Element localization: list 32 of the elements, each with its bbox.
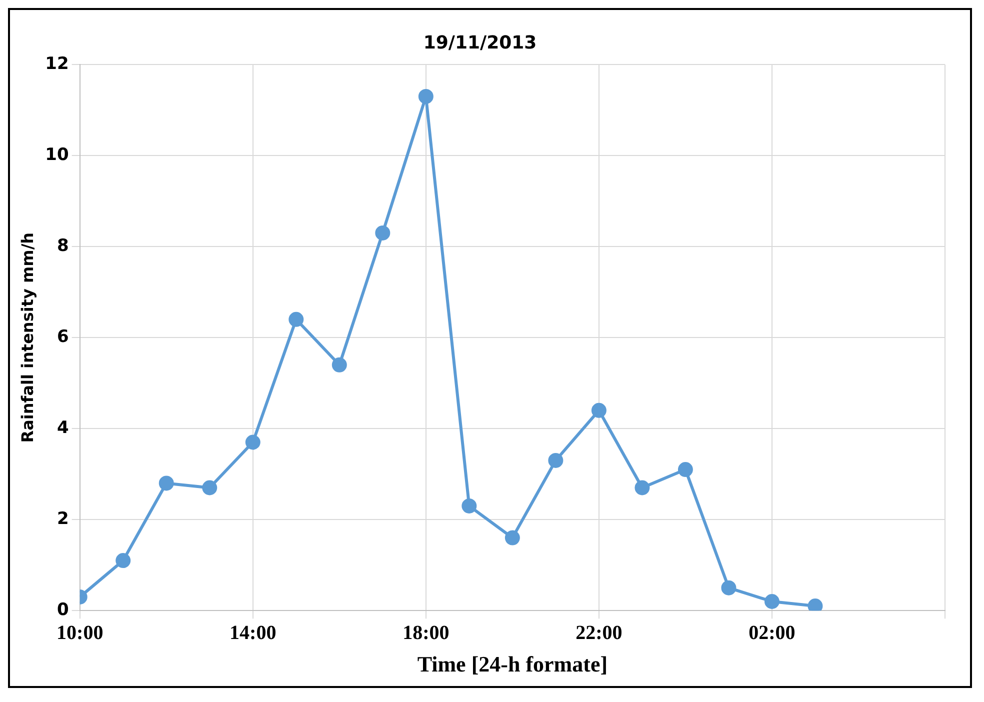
y-tick-label: 4 — [57, 418, 70, 438]
point — [332, 357, 347, 372]
x-tick-label: 18:00 — [402, 622, 450, 644]
point — [548, 452, 564, 468]
point — [202, 480, 218, 496]
point — [158, 476, 174, 491]
x-axis-title: Time [24-h formate] — [417, 651, 608, 676]
point — [591, 402, 606, 418]
point — [288, 312, 304, 327]
y-tick-label: 2 — [57, 509, 69, 530]
point — [808, 598, 823, 611]
y-tick-label: 8 — [57, 236, 69, 256]
x-tick-label: 14:00 — [230, 622, 276, 644]
x-tick-label: 02:00 — [748, 622, 796, 644]
point — [245, 434, 260, 450]
x-tick-label: 22:00 — [576, 622, 622, 644]
point — [375, 225, 390, 240]
point — [462, 498, 477, 514]
point — [418, 88, 434, 104]
point — [678, 462, 693, 478]
y-axis-title: Rainfall intensity mm/h — [18, 232, 37, 443]
y-tick-label: 0 — [57, 600, 70, 620]
point — [721, 580, 736, 596]
point — [116, 553, 131, 568]
y-tick-label: 10 — [45, 145, 70, 166]
y-tick-label: 12 — [45, 54, 69, 74]
y-tick-label: 6 — [57, 327, 69, 348]
point — [504, 530, 520, 546]
point — [764, 594, 780, 609]
x-tick-label: 10:00 — [56, 622, 104, 644]
point — [634, 480, 650, 496]
chart-title: 19/11/2013 — [423, 32, 537, 54]
